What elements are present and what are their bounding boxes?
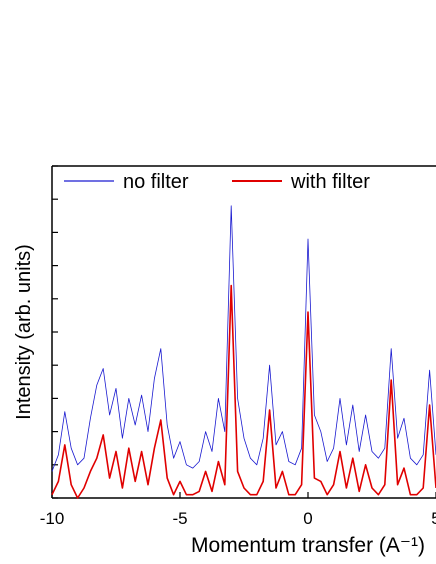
y-axis-label: Intensity (arb. units) — [13, 244, 35, 420]
x-tick-label: 5 — [431, 509, 436, 528]
data-line — [51, 205, 436, 472]
data-line — [51, 284, 436, 499]
legend-label: no filter — [123, 171, 189, 193]
x-axis-label: Momentum transfer (A⁻¹) — [191, 534, 425, 557]
x-tick-label: -5 — [172, 509, 187, 528]
x-tick-label: -10 — [40, 509, 65, 528]
x-tick-label: 0 — [303, 509, 312, 528]
legend-label: with filter — [290, 171, 370, 193]
